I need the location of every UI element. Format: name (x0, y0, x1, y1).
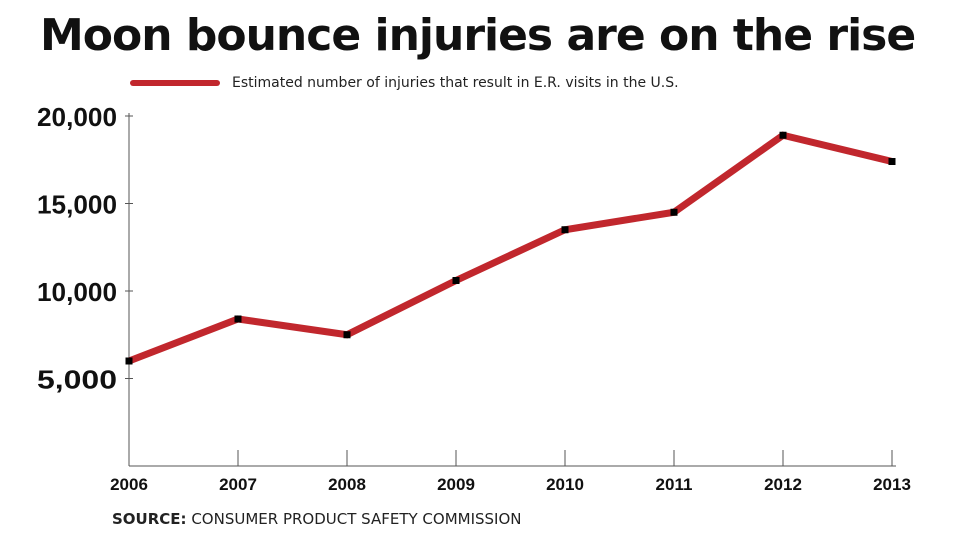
y-tick-label: 15,000 (37, 190, 117, 220)
chart-title: Moon bounce injuries are on the rise (40, 10, 916, 61)
series-line (127, 131, 893, 365)
data-point (779, 131, 787, 139)
x-tick-label: 2009 (437, 475, 475, 494)
axes (128, 113, 896, 467)
data-point (452, 277, 460, 284)
x-tick-label: 2008 (328, 475, 366, 494)
x-tick-label: 2012 (764, 475, 802, 494)
data-point (888, 158, 896, 165)
source-text: CONSUMER PRODUCT SAFETY COMMISSION (191, 510, 522, 528)
data-point (234, 315, 242, 323)
line-chart: 5,000 10,000 15,000 20,000 2006 2007 2008 2009… (37, 102, 911, 494)
x-tick-label: 2006 (110, 475, 148, 494)
data-point (670, 208, 678, 216)
data-point (343, 331, 351, 339)
x-tick-label: 2013 (873, 475, 911, 494)
markers-group (125, 131, 896, 365)
x-tick-label: 2011 (656, 475, 693, 494)
y-axis-ticks: 5,000 10,000 15,000 20,000 (37, 102, 133, 395)
source-prefix: SOURCE: (112, 510, 187, 528)
y-tick-label: 10,000 (37, 277, 117, 307)
legend-label: Estimated number of injuries that result… (232, 75, 679, 91)
data-point (561, 226, 569, 234)
series-group (127, 131, 893, 365)
legend: Estimated number of injuries that result… (130, 72, 679, 94)
x-tick-label: 2007 (219, 475, 257, 494)
data-point (125, 357, 133, 365)
y-tick-label: 5,000 (37, 365, 117, 395)
y-tick-label: 20,000 (37, 102, 117, 132)
source-note: SOURCE: CONSUMER PRODUCT SAFETY COMMISSI… (112, 510, 522, 528)
legend-swatch (130, 80, 220, 86)
x-tick-label: 2010 (546, 475, 584, 494)
x-axis-ticks: 2006 2007 2008 2009 2010 2011 2012 2013 (110, 450, 911, 494)
